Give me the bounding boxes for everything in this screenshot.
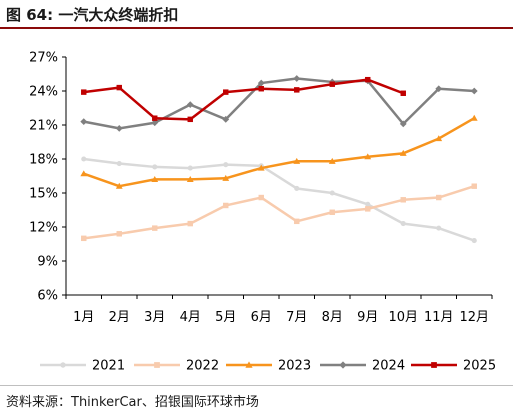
data-point-2025 [81,89,87,95]
data-point-2025 [329,81,335,87]
data-point-2025 [258,86,264,92]
data-point-2021 [365,201,371,207]
data-point-2021 [152,164,158,170]
data-point-2023 [115,182,123,189]
data-point-2024 [222,115,230,123]
series-line-2023 [83,117,475,188]
series-line-2021 [83,157,475,242]
legend-marker-2021 [60,362,66,368]
x-tick-label: 2月 [109,310,130,325]
data-point-2022 [223,202,229,209]
legend-marker-2023 [245,361,253,368]
y-tick-label: 18% [29,153,58,168]
x-tick-label: 11月 [424,310,454,325]
data-point-2021 [294,185,300,192]
x-tick-label: 3月 [144,310,165,325]
y-tick-label: 21% [29,119,58,134]
data-point-2025 [116,84,122,91]
x-tick-label: 6月 [251,310,272,325]
data-point-2022 [365,206,371,212]
data-point-2021 [116,160,122,167]
data-point-2021 [471,238,477,244]
data-point-2021 [436,225,442,231]
legend-label-2025: 2025 [463,359,496,374]
x-tick-label: 12月 [459,310,489,325]
data-point-2021 [187,165,193,171]
data-point-2024 [435,85,443,93]
data-point-2022 [258,194,264,201]
x-tick-label: 9月 [357,310,378,325]
y-tick-label: 9% [37,255,58,270]
data-point-2025 [365,76,371,83]
x-tick-label: 10月 [388,310,418,325]
y-tick-label: 24% [29,85,58,100]
data-point-2022 [116,231,122,237]
data-point-2024 [151,119,159,127]
data-point-2024 [186,101,194,108]
figure-title: 图 64: 一汽大众终端折扣 [6,6,179,24]
legend-label-2022: 2022 [186,359,219,374]
data-point-2023 [328,157,336,164]
data-point-2025 [400,90,406,96]
data-point-2023 [80,170,88,177]
data-point-2023 [222,174,230,181]
data-point-2023 [435,135,443,142]
title-divider [0,27,513,29]
source-divider [0,385,513,386]
data-point-2024 [293,75,301,82]
data-point-2022 [329,209,335,215]
x-tick-label: 5月 [215,310,236,325]
legend-marker-2025 [431,362,437,368]
data-point-2023 [364,153,372,160]
x-tick-label: 4月 [180,310,201,325]
legend-label-2024: 2024 [372,359,405,374]
data-point-2023 [399,149,407,156]
data-point-2024 [470,87,478,95]
data-point-2022 [436,194,442,201]
x-tick-label: 1月 [73,310,94,325]
data-point-2021 [400,221,406,227]
data-point-2021 [81,156,87,162]
data-point-2025 [294,87,300,93]
x-tick-label: 8月 [322,310,343,325]
data-point-2021 [223,162,229,168]
y-tick-label: 15% [29,187,58,202]
data-point-2023 [257,164,265,171]
data-point-2022 [471,183,477,189]
data-point-2021 [329,190,335,196]
x-tick-label: 7月 [286,310,307,325]
y-tick-label: 6% [37,289,58,304]
series-line-2025 [83,78,404,121]
data-point-2023 [470,114,478,121]
data-point-2024 [257,79,265,87]
legend-label-2021: 2021 [92,359,125,374]
data-point-2022 [152,225,158,231]
data-point-2022 [294,218,300,225]
y-tick-label: 12% [29,221,58,236]
legend-marker-2022 [154,362,160,368]
data-point-2025 [187,116,193,123]
source-note: 资料来源：ThinkerCar、招银国际环球市场 [6,395,259,410]
y-tick-label: 27% [29,51,58,66]
data-point-2022 [400,197,406,203]
data-point-2022 [187,220,193,227]
data-point-2025 [152,115,158,121]
line-chart: 6% 9% 12% 15% 18% 21% 24% 27% 1月 2月 3月 4月 5月 6月 7月 8月 9月… [29,51,496,374]
data-point-2023 [293,157,301,164]
series-line-2024 [83,77,475,130]
legend-marker-2024 [339,361,347,369]
data-point-2024 [80,118,88,125]
data-point-2023 [186,176,194,182]
legend-label-2023: 2023 [278,359,311,374]
data-point-2022 [81,235,87,242]
data-point-2024 [399,120,407,128]
series-line-2022 [83,185,475,240]
data-point-2023 [151,176,159,182]
data-point-2024 [115,125,123,132]
data-point-2025 [223,89,229,95]
